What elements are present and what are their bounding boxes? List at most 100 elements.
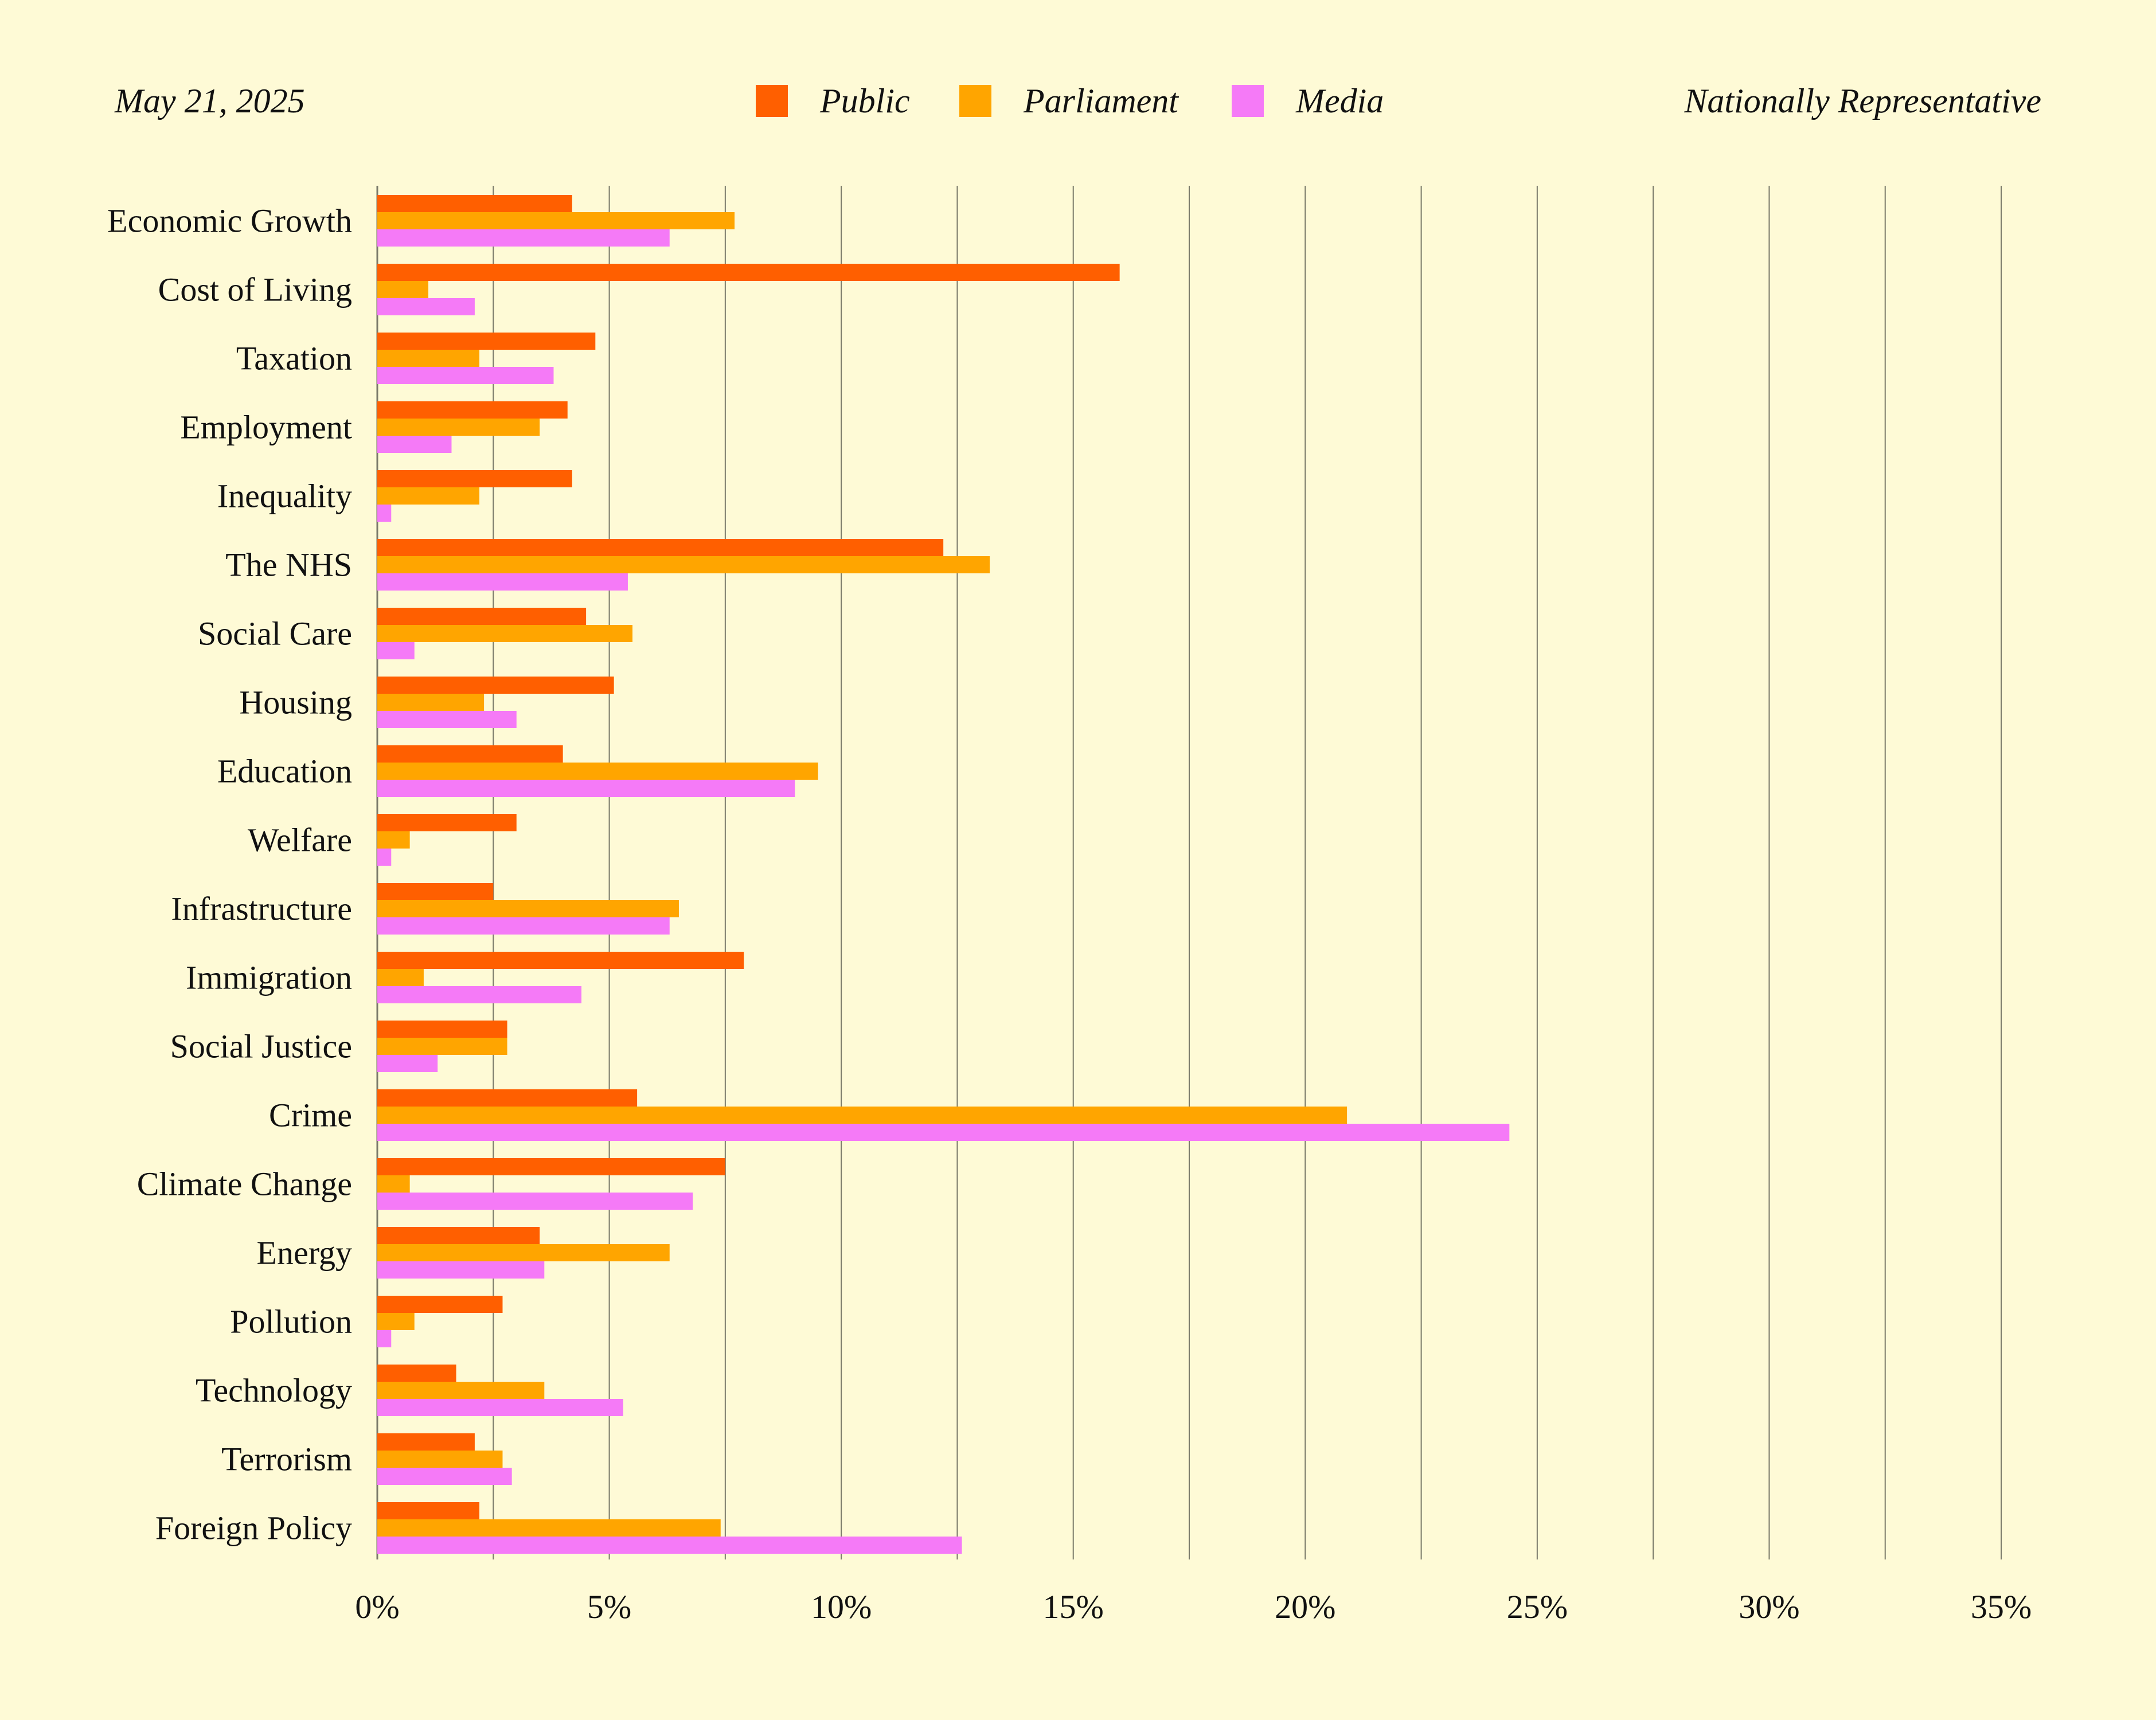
- bar-parliament-technology: [377, 1382, 545, 1399]
- bar-parliament-pollution: [377, 1313, 415, 1330]
- category-label-foreign-policy: Foreign Policy: [155, 1510, 352, 1547]
- bar-public-energy: [377, 1227, 540, 1244]
- bar-public-terrorism: [377, 1433, 475, 1451]
- bar-media-terrorism: [377, 1468, 512, 1485]
- legend-label-parliament: Parliament: [1024, 81, 1178, 120]
- category-label-taxation: Taxation: [236, 340, 352, 377]
- bar-parliament-taxation: [377, 350, 480, 367]
- bar-parliament-inequality: [377, 487, 480, 505]
- bar-media-energy: [377, 1261, 545, 1279]
- bar-parliament-infrastructure: [377, 900, 679, 917]
- bar-media-housing: [377, 711, 517, 728]
- bar-public-social-care: [377, 608, 587, 625]
- bar-parliament-climate-change: [377, 1175, 410, 1193]
- category-label-terrorism: Terrorism: [221, 1441, 352, 1478]
- x-tick-label: 35%: [1971, 1588, 2032, 1625]
- bar-media-inequality: [377, 505, 392, 522]
- bar-parliament-terrorism: [377, 1451, 503, 1468]
- bar-media-taxation: [377, 367, 554, 384]
- category-label-education: Education: [217, 753, 352, 790]
- legend-item-media: Media: [1232, 73, 1384, 128]
- legend-item-parliament: Parliament: [959, 73, 1178, 128]
- bar-parliament-the-nhs: [377, 556, 990, 573]
- legend-swatch-public: [756, 85, 788, 117]
- x-tick-label: 5%: [587, 1588, 631, 1625]
- bar-parliament-housing: [377, 694, 485, 711]
- bar-public-immigration: [377, 952, 744, 969]
- x-tick-labels: 0% 5% 10% 15% 20% 25% 30% 35%: [355, 1588, 2032, 1625]
- bar-media-immigration: [377, 986, 582, 1003]
- category-label-housing: Housing: [239, 684, 352, 721]
- bar-parliament-foreign-policy: [377, 1519, 721, 1537]
- category-label-cost-of-living: Cost of Living: [158, 271, 352, 308]
- category-label-immigration: Immigration: [186, 959, 352, 996]
- bar-media-climate-change: [377, 1193, 693, 1210]
- bar-public-the-nhs: [377, 539, 944, 556]
- bar-public-employment: [377, 401, 568, 419]
- bar-media-technology: [377, 1399, 623, 1416]
- bar-media-education: [377, 780, 795, 797]
- category-label-the-nhs: The NHS: [225, 546, 352, 584]
- category-label-infrastructure: Infrastructure: [171, 890, 352, 928]
- bar-public-social-justice: [377, 1021, 507, 1038]
- bar-parliament-immigration: [377, 969, 424, 986]
- legend-label-public: Public: [820, 81, 910, 120]
- bar-public-welfare: [377, 814, 517, 831]
- category-label-pollution: Pollution: [230, 1303, 352, 1340]
- category-label-inequality: Inequality: [217, 478, 352, 515]
- bar-parliament-education: [377, 763, 818, 780]
- bar-public-inequality: [377, 470, 572, 487]
- x-tick-label: 15%: [1043, 1588, 1104, 1625]
- bar-public-foreign-policy: [377, 1502, 480, 1519]
- category-label-social-justice: Social Justice: [170, 1028, 352, 1065]
- legend-swatch-media: [1232, 85, 1264, 117]
- x-tick-label: 25%: [1507, 1588, 1568, 1625]
- category-label-crime: Crime: [269, 1097, 352, 1134]
- category-label-technology: Technology: [196, 1372, 352, 1409]
- x-tick-label: 10%: [811, 1588, 872, 1625]
- bar-parliament-social-care: [377, 625, 633, 642]
- bar-parliament-cost-of-living: [377, 281, 429, 298]
- bar-public-education: [377, 745, 563, 763]
- legend-swatch-parliament: [959, 85, 991, 117]
- category-label-energy: Energy: [257, 1234, 352, 1272]
- legend-label-media: Media: [1296, 81, 1384, 120]
- bar-parliament-employment: [377, 419, 540, 436]
- bar-public-climate-change: [377, 1158, 725, 1175]
- bar-parliament-social-justice: [377, 1038, 507, 1055]
- bars: [377, 195, 1510, 1554]
- bar-media-infrastructure: [377, 917, 670, 935]
- legend-item-public: Public: [756, 73, 910, 128]
- category-label-economic-growth: Economic Growth: [107, 202, 352, 240]
- category-label-climate-change: Climate Change: [137, 1166, 352, 1203]
- bar-media-economic-growth: [377, 229, 670, 247]
- category-label-employment: Employment: [180, 409, 352, 446]
- grid-lines: [376, 186, 2002, 1559]
- x-tick-label: 20%: [1275, 1588, 1335, 1625]
- category-label-welfare: Welfare: [248, 822, 352, 859]
- sample-description: Nationally Representative: [1684, 82, 2041, 120]
- bar-public-infrastructure: [377, 883, 494, 900]
- bar-parliament-welfare: [377, 831, 410, 849]
- bar-media-employment: [377, 436, 452, 453]
- bar-parliament-energy: [377, 1244, 670, 1261]
- bar-media-the-nhs: [377, 573, 628, 591]
- bar-public-pollution: [377, 1296, 503, 1313]
- bar-media-foreign-policy: [377, 1537, 962, 1554]
- x-tick-label: 30%: [1739, 1588, 1799, 1625]
- bar-parliament-economic-growth: [377, 212, 735, 229]
- bar-media-pollution: [377, 1330, 392, 1347]
- bar-media-social-care: [377, 642, 415, 659]
- bar-media-social-justice: [377, 1055, 438, 1072]
- bar-parliament-crime: [377, 1107, 1348, 1124]
- bar-public-housing: [377, 677, 614, 694]
- bar-media-cost-of-living: [377, 298, 475, 315]
- bar-public-technology: [377, 1365, 456, 1382]
- bar-public-crime: [377, 1089, 638, 1107]
- bar-public-taxation: [377, 333, 596, 350]
- category-label-social-care: Social Care: [198, 615, 352, 652]
- bar-media-welfare: [377, 849, 392, 866]
- bar-public-economic-growth: [377, 195, 572, 212]
